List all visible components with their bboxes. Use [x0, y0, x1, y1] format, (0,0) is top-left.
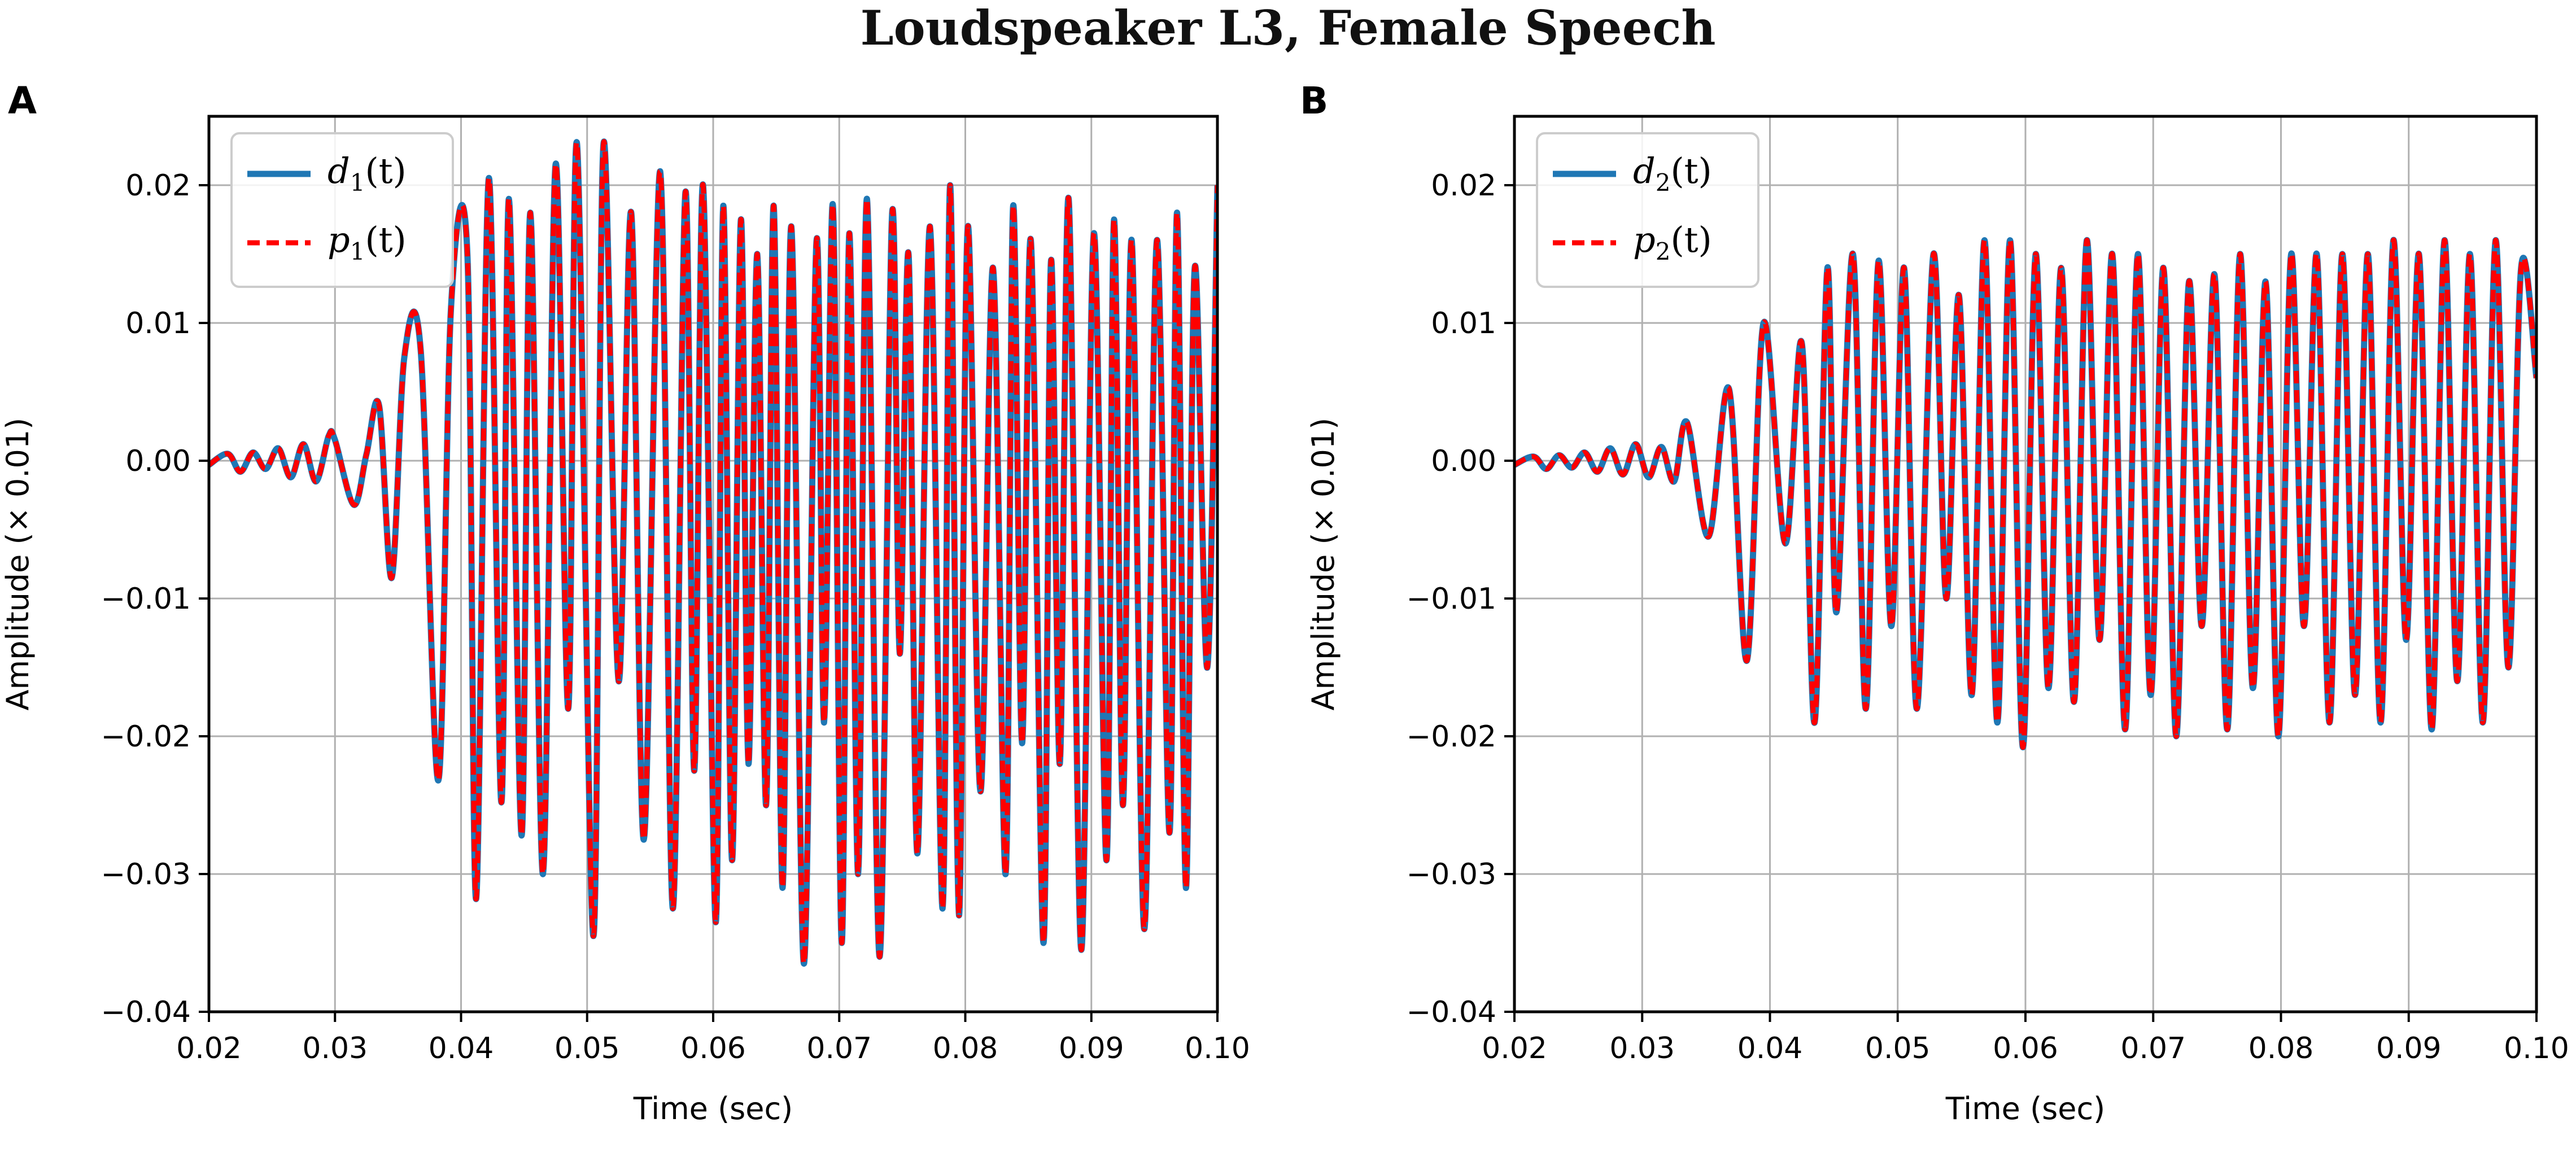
x-tick-label: 0.08 [933, 1032, 998, 1065]
series-line-p2t [1514, 238, 2536, 750]
x-tick-label: 0.06 [1993, 1032, 2058, 1065]
x-tick-label: 0.06 [680, 1032, 746, 1065]
x-tick-label: 0.07 [2120, 1032, 2186, 1065]
x-axis-label: Time (sec) [1945, 1091, 2106, 1126]
x-tick-label: 0.10 [1185, 1032, 1250, 1065]
x-tick-label: 0.07 [806, 1032, 872, 1065]
x-tick-label: 0.03 [1609, 1032, 1675, 1065]
plot-frame [207, 115, 1219, 1013]
y-tick-label: −0.02 [101, 720, 191, 754]
y-tick-label: 0.00 [125, 444, 191, 478]
x-axis-label: Time (sec) [633, 1091, 793, 1126]
y-tick-label: −0.03 [1407, 858, 1496, 892]
y-tick-label: −0.03 [101, 858, 191, 892]
y-tick-label: −0.04 [101, 995, 191, 1029]
x-tick-label: 0.08 [2248, 1032, 2314, 1065]
legend-label: d1(t) [328, 150, 407, 196]
y-tick-label: −0.01 [101, 582, 191, 616]
plot-frame [1513, 115, 2538, 1013]
y-tick-label: −0.02 [1407, 720, 1496, 754]
x-tick-label: 0.09 [1059, 1032, 1124, 1065]
legend-label: p2(t) [1633, 219, 1712, 265]
series-line-p1t [209, 139, 1217, 967]
y-tick-label: −0.04 [1407, 995, 1496, 1029]
y-tick-label: 0.02 [125, 169, 191, 203]
x-tick-label: 0.10 [2504, 1032, 2569, 1065]
legend: d2(t) p2(t) [1536, 132, 1759, 288]
x-tick-label: 0.09 [2376, 1032, 2442, 1065]
x-tick-label: 0.02 [176, 1032, 242, 1065]
legend-label: d2(t) [1633, 150, 1712, 196]
panel-label-b: B [1300, 79, 1329, 123]
x-tick-label: 0.02 [1482, 1032, 1547, 1065]
legend-label: p1(t) [328, 219, 407, 265]
legend: d1(t) p1(t) [230, 132, 454, 288]
panel-label-a: A [8, 79, 37, 123]
y-tick-label: 0.01 [125, 307, 191, 340]
x-tick-label: 0.04 [1737, 1032, 1803, 1065]
y-axis-label: Amplitude (× 0.01) [1306, 418, 1341, 711]
figure-title: Loudspeaker L3, Female Speech [860, 0, 1716, 56]
x-tick-label: 0.05 [1865, 1032, 1931, 1065]
y-axis-label: Amplitude (× 0.01) [0, 418, 36, 711]
y-tick-label: 0.00 [1431, 444, 1496, 478]
x-tick-label: 0.03 [302, 1032, 368, 1065]
x-tick-label: 0.04 [429, 1032, 494, 1065]
x-tick-label: 0.05 [555, 1032, 620, 1065]
y-tick-label: 0.02 [1431, 169, 1496, 203]
y-tick-label: −0.01 [1407, 582, 1496, 616]
y-tick-label: 0.01 [1431, 307, 1496, 340]
